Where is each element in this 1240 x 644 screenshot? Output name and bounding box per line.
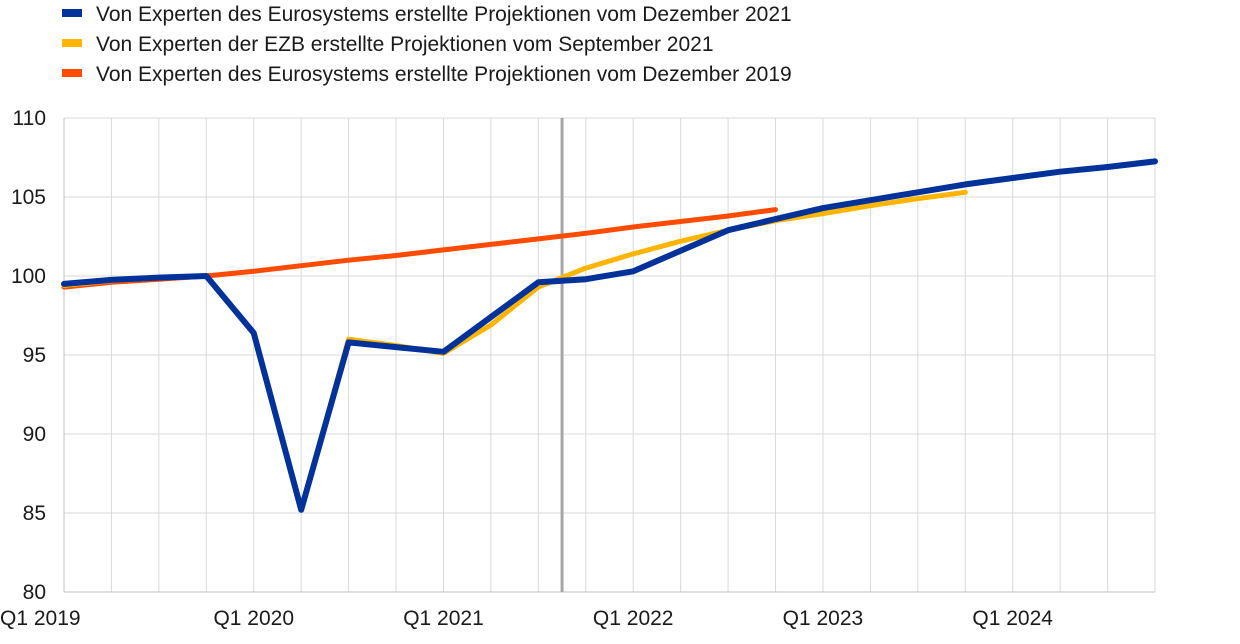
- y-axis-ticks: 80 85 90 95 100 105 110: [11, 107, 46, 604]
- x-tick-label: Q1 2019: [0, 607, 81, 630]
- legend-swatch-dec-2019: [62, 69, 82, 77]
- x-tick-label: Q1 2023: [783, 607, 864, 630]
- chart-axes: [63, 118, 1155, 593]
- chart-grid: [63, 117, 1156, 593]
- x-tick-label: Q1 2021: [403, 607, 484, 630]
- y-tick-label: 95: [23, 344, 46, 367]
- y-tick-label: 110: [13, 107, 46, 130]
- legend-label-dec-2021: Von Experten des Eurosystems erstellte P…: [96, 3, 792, 26]
- legend-label-sep-2021: Von Experten der EZB erstellte Projektio…: [96, 33, 714, 56]
- y-tick-label: 100: [11, 265, 46, 288]
- y-tick-label: 90: [23, 423, 46, 446]
- y-tick-label: 105: [11, 186, 46, 209]
- x-axis-ticks: Q1 2019 Q1 2020 Q1 2021 Q1 2022 Q1 2023 Q1 20…: [0, 607, 1053, 630]
- legend-swatch-dec-2021: [62, 9, 82, 17]
- chart-legend: Von Experten des Eurosystems erstellte P…: [62, 3, 792, 86]
- legend-item-dec-2021: Von Experten des Eurosystems erstellte P…: [62, 3, 792, 26]
- x-tick-label: Q1 2020: [213, 607, 294, 630]
- x-tick-label: Q1 2022: [593, 607, 674, 630]
- y-tick-label: 80: [23, 581, 46, 604]
- x-tick-label: Q1 2024: [972, 607, 1053, 630]
- legend-swatch-sep-2021: [62, 39, 82, 47]
- chart-series: [61, 158, 1158, 513]
- series-line-dec-2021: [61, 158, 1158, 513]
- y-tick-label: 85: [23, 502, 46, 525]
- legend-item-sep-2021: Von Experten der EZB erstellte Projektio…: [62, 33, 714, 56]
- legend-item-dec-2019: Von Experten des Eurosystems erstellte P…: [62, 63, 792, 86]
- legend-label-dec-2019: Von Experten des Eurosystems erstellte P…: [96, 63, 792, 86]
